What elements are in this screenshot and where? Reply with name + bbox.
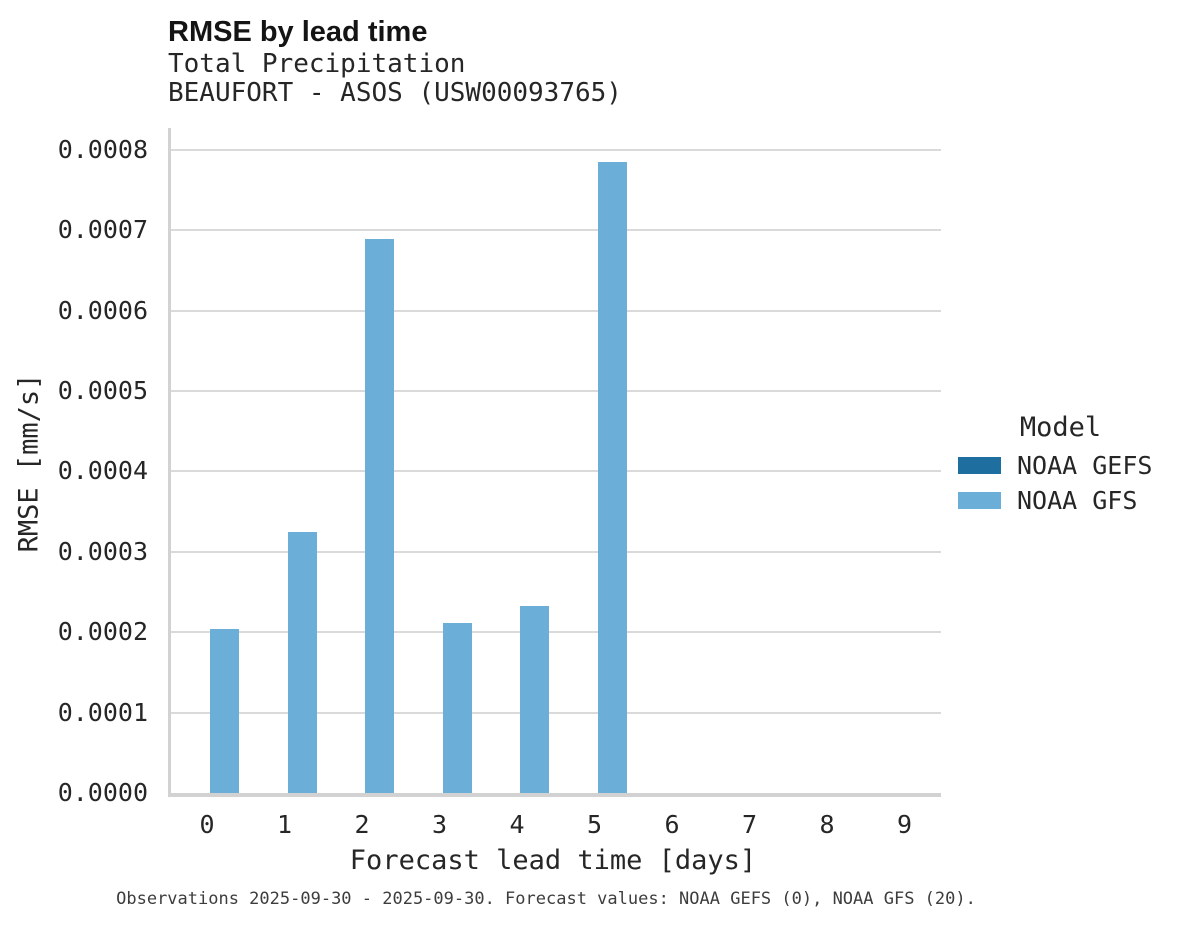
legend-entry-noaa-gfs: NOAA GFS xyxy=(958,486,1163,515)
legend-label: NOAA GFS xyxy=(1017,486,1138,515)
legend-entry-noaa-gefs: NOAA GEFS xyxy=(958,451,1163,480)
subtitle-line-2: BEAUFORT - ASOS (USW00093765) xyxy=(168,78,622,108)
y-tick-label: 0.0004 xyxy=(57,456,148,486)
legend-label: NOAA GEFS xyxy=(1017,451,1153,480)
caption-text: Observations 2025-09-30 - 2025-09-30. Fo… xyxy=(116,889,976,909)
legend-swatch-dark-blue-icon xyxy=(958,457,1001,474)
bar-noaa-gfs-day-4 xyxy=(520,606,549,793)
subtitle-line-1: Total Precipitation xyxy=(168,49,466,79)
bar-noaa-gfs-day-5 xyxy=(597,161,627,793)
gridline xyxy=(171,229,941,232)
gridline xyxy=(171,470,941,473)
x-tick-label: 9 xyxy=(896,810,913,839)
y-tick-label: 0.0003 xyxy=(57,536,148,566)
y-tick-label: 0.0006 xyxy=(57,295,148,325)
x-tick-label: 6 xyxy=(664,810,680,839)
x-tick-label: 0 xyxy=(199,810,215,839)
x-tick-label: 4 xyxy=(509,810,525,839)
y-tick-label: 0.0007 xyxy=(57,215,148,245)
x-tick-label: 5 xyxy=(586,810,603,839)
legend-title: Model xyxy=(1019,412,1102,443)
gridline xyxy=(171,309,941,312)
gridline xyxy=(171,711,941,714)
legend-swatch-light-blue-icon xyxy=(958,492,1001,509)
y-tick-label: 0.0001 xyxy=(57,697,148,727)
y-tick-label: 0.0002 xyxy=(57,617,148,647)
x-axis-title: Forecast lead time [days] xyxy=(349,845,757,876)
x-tick-label: 2 xyxy=(354,810,370,839)
x-tick-label: 7 xyxy=(741,810,758,839)
chart-title: RMSE by lead time xyxy=(168,16,428,48)
x-tick-label: 1 xyxy=(276,810,293,839)
x-tick-label: 8 xyxy=(819,810,835,839)
gridline xyxy=(171,148,941,151)
y-tick-label: 0.0005 xyxy=(57,375,148,405)
y-tick-label: 0.0008 xyxy=(57,134,148,164)
x-tick-label: 3 xyxy=(431,810,448,839)
y-tick-label: 0.0000 xyxy=(57,778,148,807)
plot-area xyxy=(168,128,941,797)
bar-noaa-gfs-day-2 xyxy=(365,238,394,793)
gridline xyxy=(171,631,941,634)
bar-noaa-gfs-day-3 xyxy=(442,622,472,793)
legend: Model NOAA GEFS NOAA GFS xyxy=(958,412,1163,527)
bar-noaa-gfs-day-0 xyxy=(210,628,239,793)
chart-subtitle: Total Precipitation BEAUFORT - ASOS (USW0… xyxy=(168,50,622,108)
bar-noaa-gfs-day-1 xyxy=(287,531,317,793)
gridline xyxy=(171,550,941,553)
gridline xyxy=(171,389,941,392)
